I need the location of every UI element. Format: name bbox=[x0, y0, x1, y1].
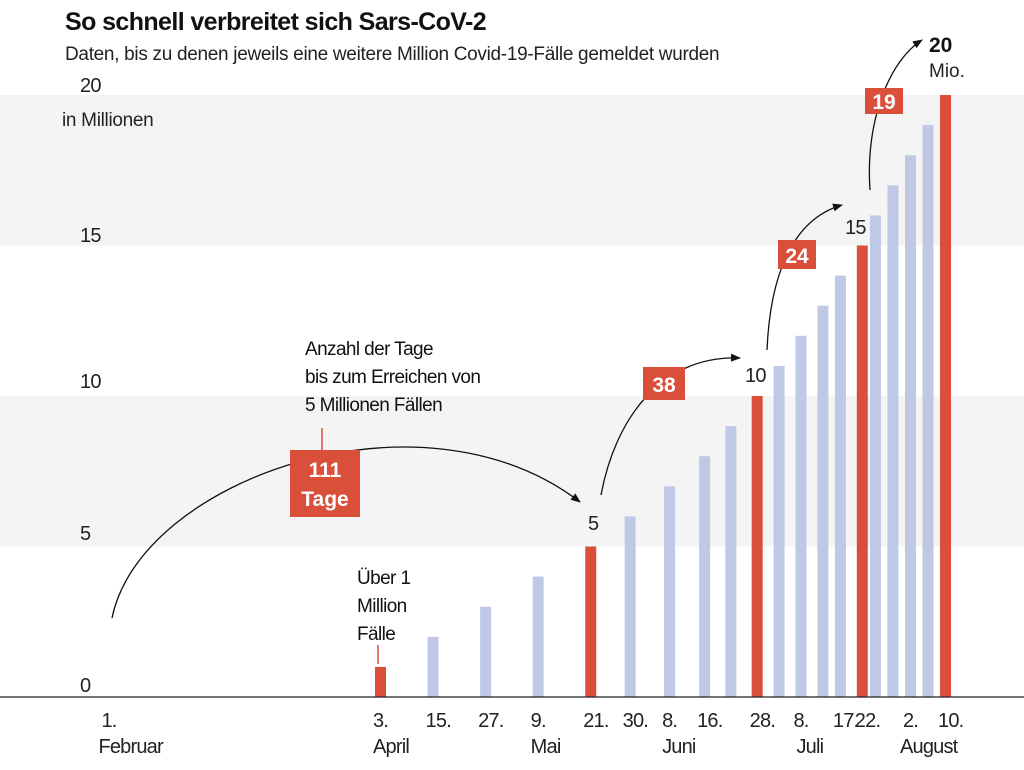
bar bbox=[532, 576, 544, 697]
days-note-line2: bis zum Erreichen von bbox=[305, 367, 480, 388]
interval-badge-38: 38 bbox=[643, 367, 685, 400]
bar bbox=[427, 636, 439, 697]
bar bbox=[887, 185, 899, 698]
x-tick-day: 17. bbox=[833, 710, 858, 732]
x-tick-day: 15. bbox=[426, 710, 451, 732]
x-tick-day: 10. bbox=[938, 710, 963, 732]
x-tick-month: August bbox=[900, 736, 959, 758]
y-tick-label: 15 bbox=[80, 225, 101, 247]
bar bbox=[585, 546, 597, 697]
bar bbox=[856, 245, 868, 697]
interval-value: 38 bbox=[652, 374, 676, 397]
days-note-line1: Anzahl der Tage bbox=[305, 339, 433, 360]
x-tick-day: 2. bbox=[903, 710, 918, 732]
bar bbox=[795, 335, 807, 697]
y-tick-label: 5 bbox=[80, 523, 91, 545]
x-tick-day: 1. bbox=[101, 710, 116, 732]
interval-value: 111 bbox=[309, 459, 342, 482]
x-tick-day: 28. bbox=[750, 710, 775, 732]
y-axis-label: in Millionen bbox=[62, 110, 153, 131]
bar bbox=[817, 305, 829, 697]
first-million-line3: Fälle bbox=[357, 624, 395, 645]
bars bbox=[375, 95, 952, 698]
x-tick-month: Mai bbox=[531, 736, 561, 758]
grid-band bbox=[0, 396, 1024, 547]
bar bbox=[624, 516, 636, 697]
x-tick-day: 3. bbox=[373, 710, 388, 732]
x-tick-day: 16. bbox=[697, 710, 722, 732]
first-million-line2: Million bbox=[357, 596, 407, 617]
y-tick-label: 20 bbox=[80, 75, 101, 97]
bar bbox=[834, 275, 846, 697]
chart-subtitle: Daten, bis zu denen jeweils eine weitere… bbox=[65, 44, 719, 65]
bar bbox=[904, 155, 916, 697]
interval-value: 24 bbox=[785, 245, 809, 268]
x-tick-month: Juni bbox=[662, 736, 696, 758]
interval-badge-24: 24 bbox=[778, 240, 816, 269]
x-tick-day: 30. bbox=[623, 710, 648, 732]
first-million-line1: Über 1 bbox=[357, 568, 410, 589]
grid-band bbox=[0, 95, 1024, 246]
bar-label-10: 10 bbox=[745, 365, 766, 387]
bar bbox=[375, 666, 386, 697]
interval-badge-19: 19 bbox=[865, 88, 903, 114]
x-tick-day: 8. bbox=[793, 710, 808, 732]
bar bbox=[664, 486, 676, 697]
bar-label-unit: Mio. bbox=[929, 61, 965, 82]
x-tick-day: 9. bbox=[531, 710, 546, 732]
x-tick-day: 21. bbox=[583, 710, 608, 732]
interval-badge-111: 111 Tage bbox=[290, 450, 360, 517]
bar bbox=[773, 365, 785, 697]
interval-value: 19 bbox=[872, 91, 895, 114]
bar bbox=[699, 456, 711, 697]
bar bbox=[725, 426, 737, 697]
y-tick-label: 0 bbox=[80, 675, 91, 697]
bar-label-5: 5 bbox=[588, 513, 599, 535]
days-note-line3: 5 Millionen Fällen bbox=[305, 395, 442, 416]
x-tick-day: 27. bbox=[478, 710, 503, 732]
bar bbox=[922, 125, 934, 698]
bar bbox=[480, 606, 492, 697]
x-tick-month: Februar bbox=[98, 736, 164, 758]
bar bbox=[751, 396, 763, 697]
bar-label-20: 20 bbox=[929, 34, 952, 57]
interval-unit: Tage bbox=[301, 488, 348, 511]
bar bbox=[869, 215, 881, 697]
x-tick-month: Juli bbox=[796, 736, 823, 758]
x-tick-month: April bbox=[373, 736, 409, 758]
x-tick-day: 8. bbox=[662, 710, 677, 732]
chart-title: So schnell verbreitet sich Sars-CoV-2 bbox=[65, 8, 486, 36]
bar-label-15: 15 bbox=[845, 217, 866, 239]
y-tick-label: 10 bbox=[80, 371, 101, 393]
x-tick-day: 22. bbox=[855, 710, 880, 732]
background-bands bbox=[0, 95, 1024, 547]
bar bbox=[940, 95, 952, 697]
